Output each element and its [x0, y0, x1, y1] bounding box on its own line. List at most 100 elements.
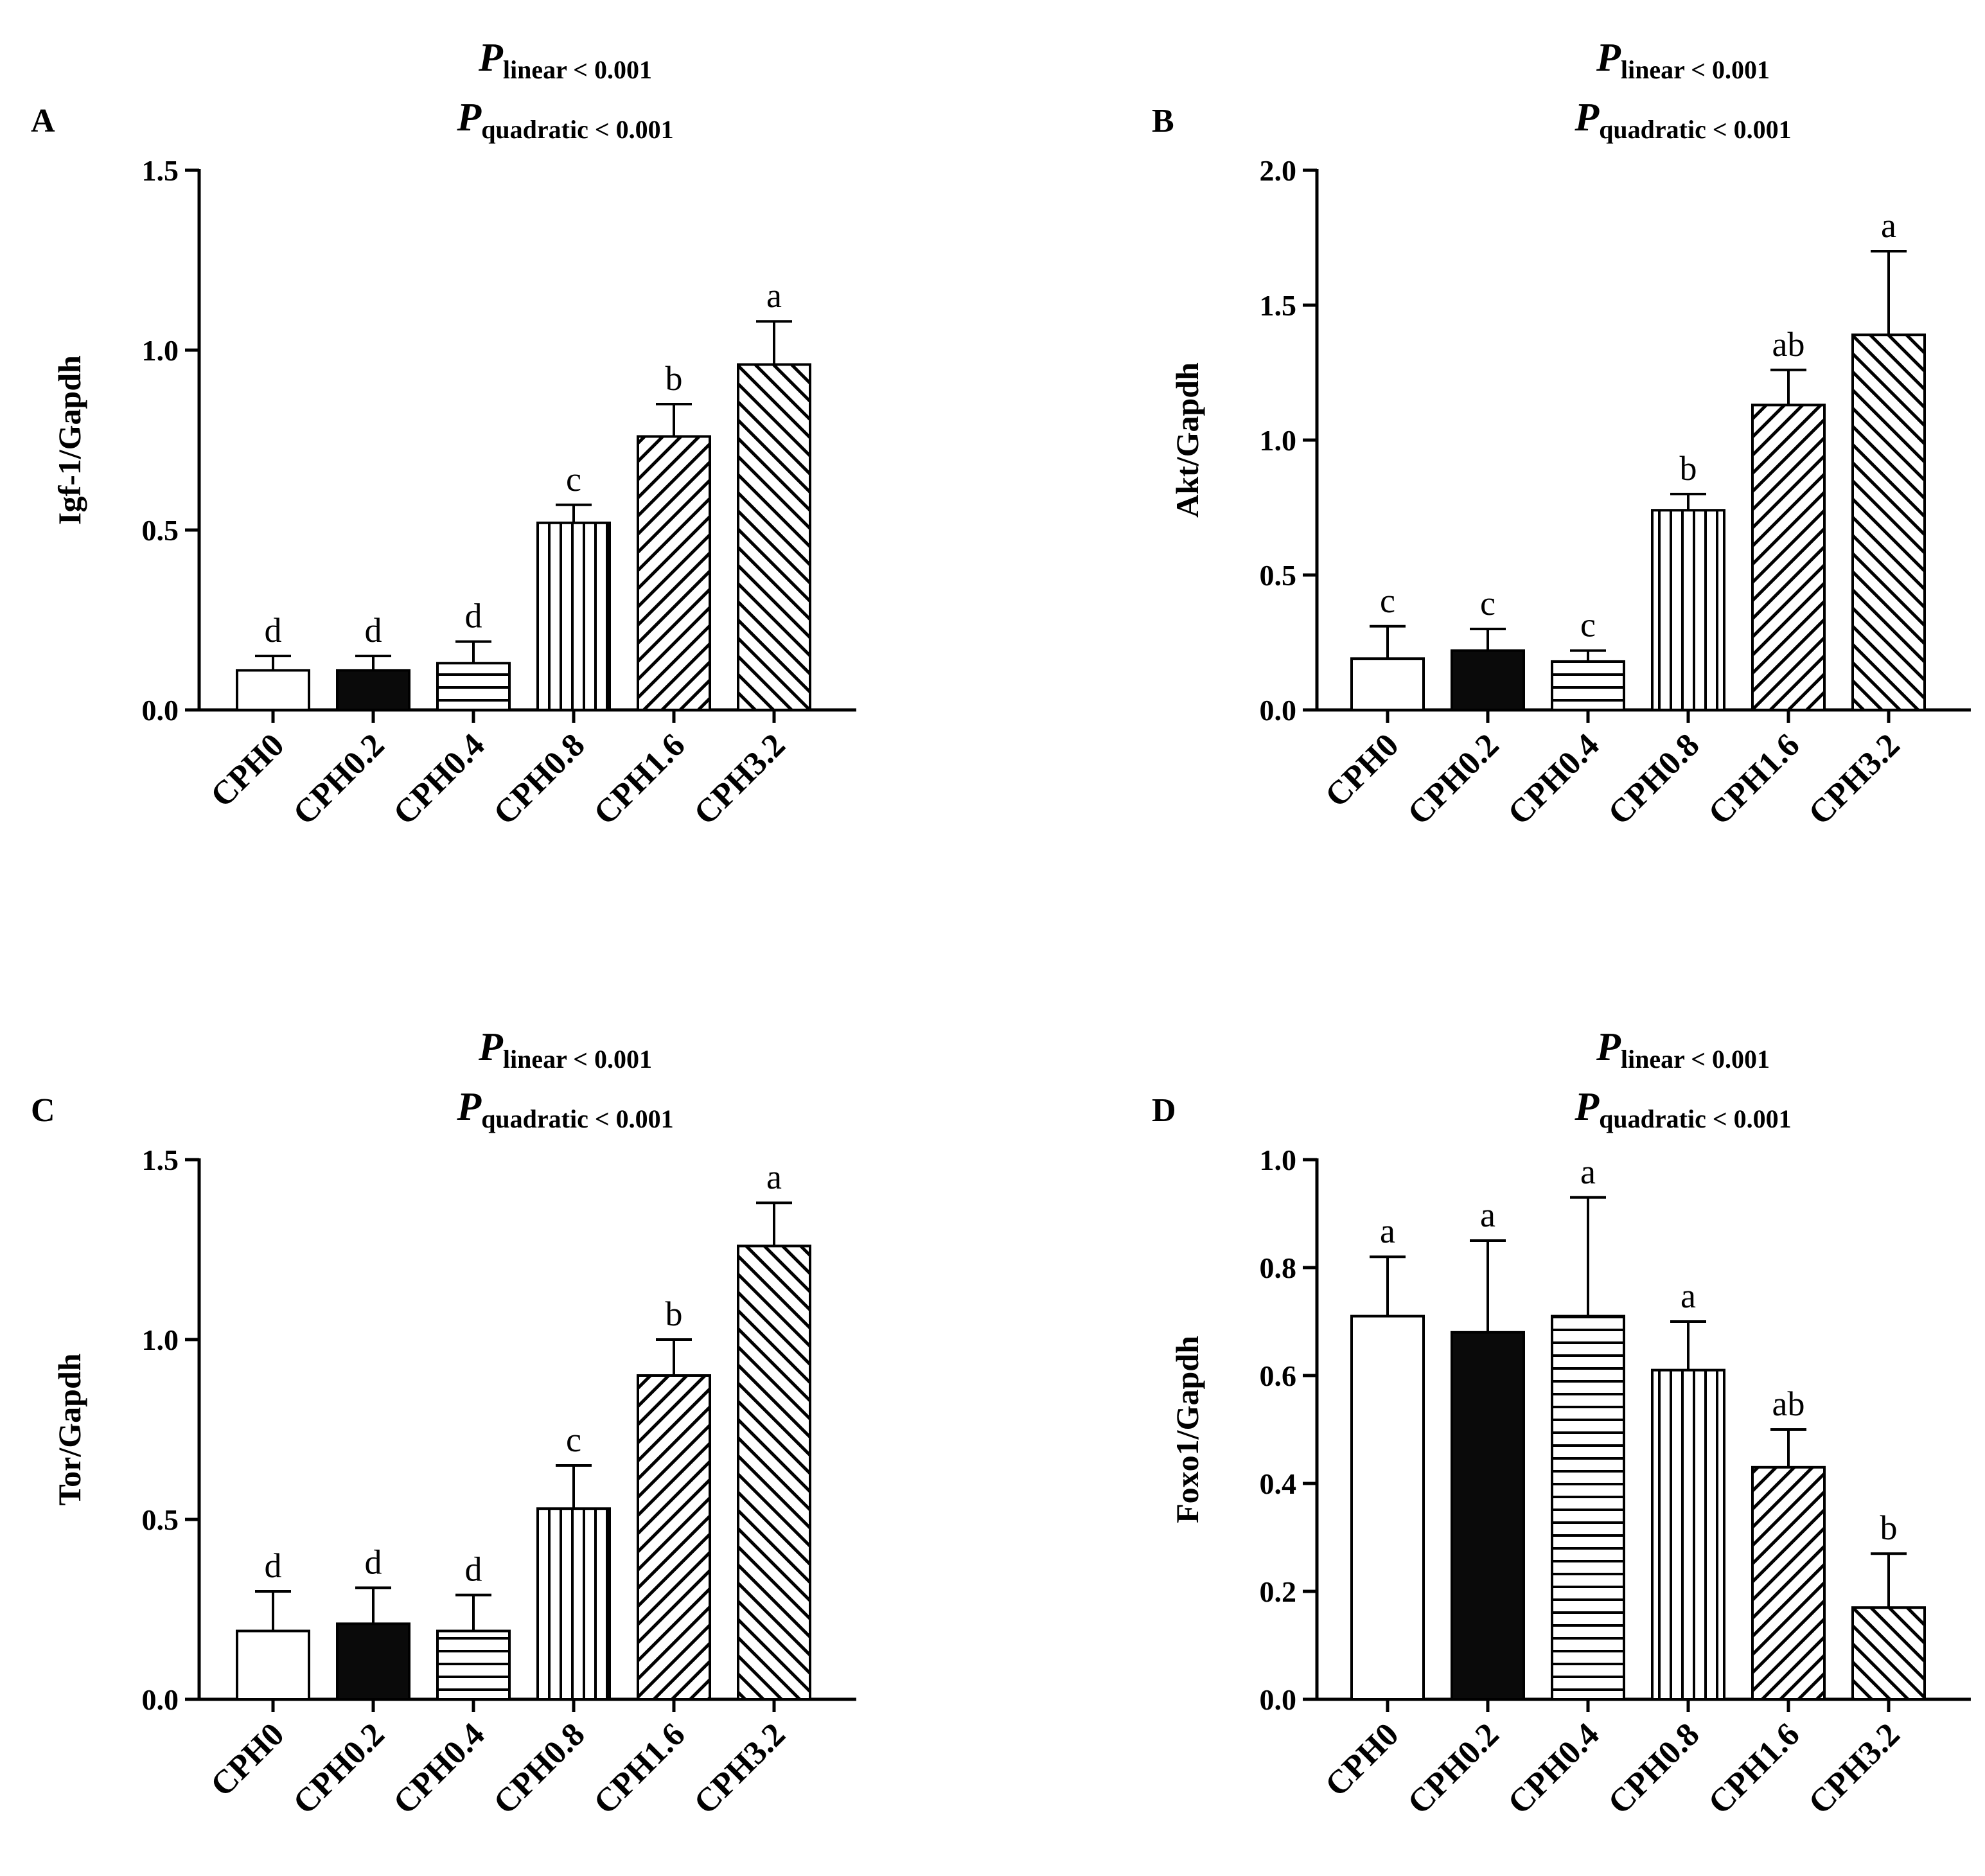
bar-cph0-2	[1451, 649, 1525, 711]
x-tick-label: CPH3.2	[687, 727, 793, 832]
p-quadratic-value: < 0.001	[1706, 115, 1792, 144]
significance-letter: a	[1580, 1153, 1596, 1191]
y-tick-label: 0.8	[1260, 1252, 1297, 1284]
y-tick-label: 0.6	[1260, 1359, 1297, 1392]
p-quadratic-annotation: Pquadratic < 0.001	[1574, 1085, 1791, 1133]
significance-letter: a	[766, 276, 782, 315]
y-axis-label: Akt/Gapdh	[1169, 362, 1205, 518]
x-tick-label: CPH0.2	[1401, 1716, 1506, 1821]
significance-letter: d	[465, 597, 482, 635]
x-tick-label: CPH0	[204, 1716, 291, 1803]
bar-cph3-2	[1851, 333, 1926, 711]
significance-letter: ab	[1772, 1385, 1805, 1423]
p-linear-value: < 0.001	[567, 1045, 652, 1074]
bar-cph0-2	[336, 669, 410, 712]
p-symbol: P	[1574, 1085, 1600, 1129]
p-quadratic-subscript: quadratic	[481, 1104, 588, 1133]
p-quadratic-subscript: quadratic	[1599, 1104, 1706, 1133]
significance-letter: c	[1580, 606, 1596, 644]
x-tick-label: CPH0.8	[487, 727, 592, 832]
bar-cph0-2	[336, 1622, 410, 1701]
p-linear-value: < 0.001	[567, 55, 652, 84]
y-axis-label: Foxo1/Gapdh	[1169, 1336, 1205, 1523]
significance-letter: d	[265, 611, 282, 650]
significance-letter: b	[1880, 1509, 1898, 1547]
x-tick-label: CPH1.6	[1702, 1716, 1807, 1821]
bar-cph0	[236, 1629, 310, 1701]
y-axis-label: Tor/Gapdh	[51, 1353, 87, 1505]
p-symbol: P	[1596, 36, 1621, 80]
bar-cph0	[1350, 1314, 1425, 1701]
bar-cph1-6	[637, 1374, 711, 1701]
y-tick-label: 1.5	[142, 154, 179, 187]
bar-cph0-4	[436, 662, 511, 711]
significance-letter: d	[465, 1550, 482, 1589]
bar-cph1-6	[1751, 1465, 1826, 1701]
p-quadratic-value: < 0.001	[588, 115, 674, 144]
y-tick-label: 1.5	[1260, 289, 1297, 322]
p-linear-subscript: linear	[1621, 55, 1684, 84]
p-quadratic-value: < 0.001	[1706, 1104, 1792, 1133]
p-quadratic-annotation: Pquadratic < 0.001	[456, 96, 673, 144]
bar-cph3-2	[737, 1244, 811, 1701]
y-tick-label: 1.0	[142, 1323, 179, 1356]
y-tick-label: 1.0	[1260, 424, 1297, 457]
x-tick-label: CPH1.6	[587, 1716, 693, 1821]
significance-letter: d	[265, 1546, 282, 1585]
x-tick-label: CPH3.2	[1802, 1716, 1907, 1821]
significance-letter: c	[1480, 584, 1495, 623]
x-tick-label: CPH0	[204, 727, 291, 814]
p-symbol: P	[456, 1085, 482, 1129]
p-quadratic-annotation: Pquadratic < 0.001	[1574, 96, 1791, 144]
p-symbol: P	[1574, 96, 1600, 139]
bar-cph3-2	[1851, 1606, 1926, 1701]
significance-letter: b	[666, 1295, 683, 1333]
x-tick-label: CPH3.2	[687, 1716, 793, 1821]
x-tick-label: CPH0	[1318, 1716, 1406, 1803]
bar-cph1-6	[637, 435, 711, 712]
x-tick-label: CPH3.2	[1802, 727, 1907, 832]
bar-cph3-2	[737, 363, 811, 711]
x-tick-label: CPH1.6	[1702, 727, 1807, 832]
p-symbol: P	[1596, 1025, 1621, 1069]
bar-cph0-8	[1651, 509, 1725, 711]
x-tick-label: CPH0.8	[1601, 1716, 1707, 1821]
y-tick-label: 0.5	[142, 1503, 179, 1536]
y-tick-label: 0.0	[142, 1683, 179, 1716]
bar-cph0-4	[1551, 660, 1625, 712]
p-linear-value: < 0.001	[1684, 1045, 1770, 1074]
significance-letter: c	[1380, 581, 1395, 620]
bar-cph0-4	[436, 1629, 511, 1701]
y-tick-label: 0.0	[1260, 1683, 1297, 1716]
x-tick-label: CPH0.4	[387, 1716, 492, 1821]
y-tick-label: 0.0	[1260, 694, 1297, 727]
significance-letter: a	[1380, 1212, 1395, 1250]
bar-cph0	[236, 669, 310, 712]
bar-cph0-8	[1651, 1368, 1725, 1701]
p-linear-annotation: Plinear < 0.001	[1596, 1025, 1770, 1074]
p-linear-annotation: Plinear < 0.001	[478, 1025, 652, 1074]
y-tick-label: 1.5	[142, 1144, 179, 1176]
significance-letter: a	[1480, 1196, 1495, 1234]
p-linear-subscript: linear	[503, 1045, 567, 1074]
y-tick-label: 2.0	[1260, 154, 1297, 187]
y-tick-label: 1.0	[142, 334, 179, 367]
p-symbol: P	[478, 36, 504, 80]
bar-cph0-2	[1451, 1331, 1525, 1701]
x-tick-label: CPH0.2	[1401, 727, 1506, 832]
y-tick-label: 0.5	[142, 514, 179, 547]
p-symbol: P	[456, 96, 482, 139]
significance-letter: a	[1681, 1277, 1696, 1315]
significance-letter: b	[666, 359, 683, 398]
y-tick-label: 0.4	[1260, 1467, 1297, 1500]
x-tick-label: CPH0.4	[1501, 727, 1607, 832]
p-linear-annotation: Plinear < 0.001	[1596, 36, 1770, 84]
y-axis-label: Igf-1/Gapdh	[51, 355, 87, 525]
y-tick-label: 0.0	[142, 694, 179, 727]
x-tick-label: CPH1.6	[587, 727, 693, 832]
significance-letter: ab	[1772, 325, 1805, 364]
x-tick-label: CPH0.4	[1501, 1716, 1607, 1821]
x-tick-label: CPH0.8	[487, 1716, 592, 1821]
